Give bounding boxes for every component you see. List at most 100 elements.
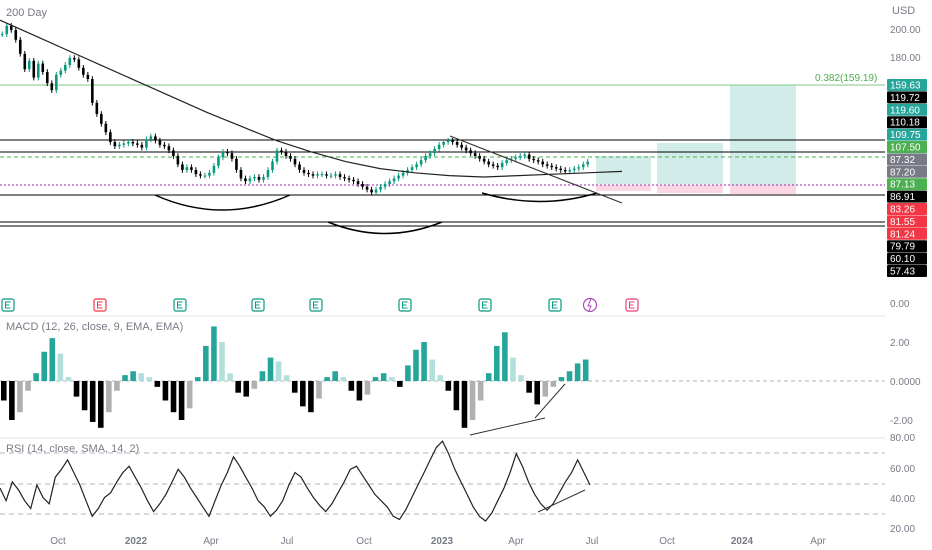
earnings-row xyxy=(1,297,639,313)
price-candle xyxy=(586,158,590,168)
price-candle xyxy=(18,37,22,57)
price-candle xyxy=(27,58,31,72)
price-candle xyxy=(289,153,292,162)
price-candle xyxy=(329,172,333,179)
price-candle xyxy=(100,111,103,127)
price-candle xyxy=(104,121,108,135)
macd-bar xyxy=(534,381,541,405)
price-candle xyxy=(199,171,202,179)
price-candle xyxy=(45,69,49,86)
price-candles xyxy=(0,23,590,196)
price-candle xyxy=(563,167,567,175)
svg-text:109.75: 109.75 xyxy=(890,130,921,141)
loss-zone-2[interactable] xyxy=(657,185,723,193)
price-candle xyxy=(64,62,67,74)
price-candle xyxy=(190,164,193,173)
earnings-marker-icon[interactable] xyxy=(478,298,492,312)
price-label: 87.20 xyxy=(887,165,927,178)
price-candle xyxy=(316,171,319,179)
earnings-marker-icon[interactable] xyxy=(398,298,412,312)
price-label: 57.43 xyxy=(887,265,927,278)
rsi-tick-20: 20.00 xyxy=(890,524,915,535)
svg-text:119.72: 119.72 xyxy=(890,93,920,104)
earnings-marker-icon[interactable] xyxy=(582,297,598,313)
price-candle xyxy=(131,139,135,147)
profit-zone-1[interactable] xyxy=(596,156,651,184)
rsi-line[interactable] xyxy=(0,440,591,522)
price-candle xyxy=(370,186,373,196)
price-candle xyxy=(82,65,85,78)
shoulder-arc-right[interactable] xyxy=(481,192,598,203)
loss-zone-3[interactable] xyxy=(730,185,796,194)
price-candle xyxy=(469,147,472,156)
price-candle xyxy=(320,171,324,177)
price-candle xyxy=(500,160,504,170)
macd-bar xyxy=(494,345,500,381)
price-candle xyxy=(118,142,121,149)
price-candle xyxy=(428,150,432,159)
price-candle xyxy=(262,174,265,183)
price-candle xyxy=(392,175,396,184)
price-candle xyxy=(36,60,40,81)
price-candle xyxy=(437,142,441,152)
price-candle xyxy=(244,175,247,184)
rsi-divergence-line[interactable] xyxy=(537,489,586,513)
price-candle xyxy=(397,172,400,182)
price-candle xyxy=(54,72,58,93)
price-candle xyxy=(266,167,270,180)
profit-zone-3[interactable] xyxy=(730,85,796,185)
macd-bar xyxy=(122,375,128,381)
head-arc[interactable] xyxy=(327,221,443,235)
svg-text:107.50: 107.50 xyxy=(890,143,921,154)
macd-bar xyxy=(469,381,476,420)
rsi-tick-60: 60.00 xyxy=(890,464,915,475)
earnings-marker-icon[interactable] xyxy=(309,298,323,312)
price-candle xyxy=(545,161,549,169)
macd-bar xyxy=(49,338,56,381)
price-candle xyxy=(482,156,486,165)
trendline[interactable] xyxy=(449,135,623,204)
macd-bar xyxy=(316,381,322,399)
shoulder-arc-left[interactable] xyxy=(154,194,291,211)
price-candle xyxy=(505,157,508,166)
price-candle xyxy=(86,72,90,82)
macd-bar xyxy=(340,377,347,381)
macd-bar xyxy=(106,381,112,413)
price-candle xyxy=(230,150,234,162)
price-candle xyxy=(541,158,545,168)
price-candle xyxy=(0,31,4,37)
price-candle xyxy=(536,157,540,165)
earnings-marker-icon[interactable] xyxy=(251,298,265,312)
price-candle xyxy=(532,156,536,163)
macd-bar xyxy=(542,381,549,397)
price-candle xyxy=(581,161,585,170)
earnings-marker-icon[interactable] xyxy=(548,298,562,312)
price-candle xyxy=(473,150,477,159)
earnings-marker-icon[interactable] xyxy=(93,298,107,312)
rsi-tick-40: 40.00 xyxy=(890,494,915,505)
earnings-marker-icon[interactable] xyxy=(625,298,639,312)
price-candle xyxy=(487,158,490,168)
macd-bar xyxy=(405,365,411,381)
price-candle xyxy=(217,154,220,169)
macd-bar xyxy=(170,381,177,413)
price-label: 86.91 xyxy=(887,190,927,203)
macd-bar xyxy=(130,371,136,381)
profit-zone-2[interactable] xyxy=(657,143,723,184)
macd-bar xyxy=(162,381,169,401)
macd-divergence-line-2[interactable] xyxy=(534,383,566,419)
macd-divergence-line[interactable] xyxy=(469,417,546,436)
macd-bar xyxy=(291,381,298,393)
moving-average-line[interactable] xyxy=(0,19,623,178)
macd-bar xyxy=(57,353,64,381)
earnings-marker-icon[interactable] xyxy=(173,298,187,312)
price-candle xyxy=(271,158,274,173)
loss-zone-1[interactable] xyxy=(596,185,651,191)
macd-bar xyxy=(485,373,492,381)
svg-text:87.20: 87.20 xyxy=(890,167,915,178)
earnings-marker-icon[interactable] xyxy=(1,298,15,312)
price-candle xyxy=(410,164,414,173)
rsi-label: RSI (14, close, SMA, 14, 2) xyxy=(6,443,139,455)
price-candle xyxy=(491,161,495,169)
